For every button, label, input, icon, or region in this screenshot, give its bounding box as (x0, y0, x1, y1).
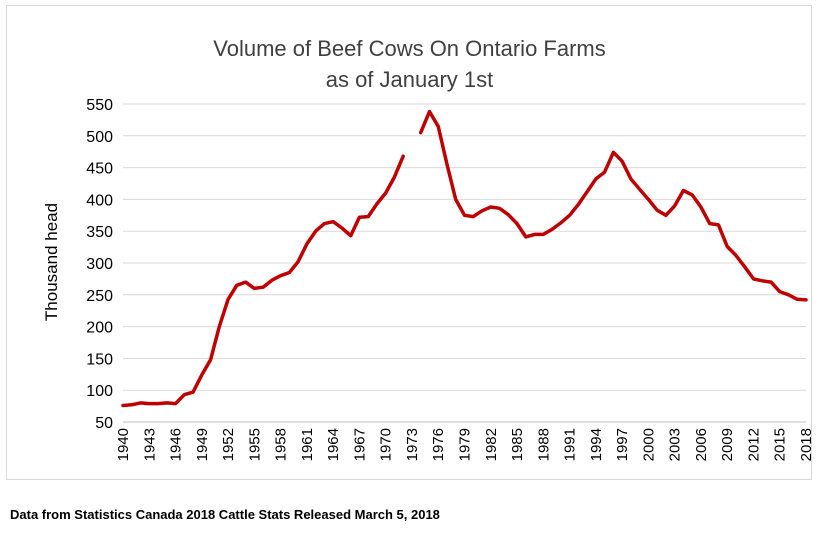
y-tick-label: 350 (86, 224, 113, 241)
x-tick-label: 1997 (614, 428, 631, 461)
x-tick-label: 1958 (273, 428, 290, 461)
y-tick-label: 300 (86, 256, 113, 273)
y-tick-label: 450 (86, 161, 113, 178)
chart-area (6, 5, 812, 480)
y-tick-label: 100 (86, 383, 113, 400)
x-tick-label: 1961 (299, 428, 316, 461)
y-tick-label: 550 (86, 97, 113, 114)
y-tick-label: 250 (86, 288, 113, 305)
x-tick-label: 2003 (667, 428, 684, 461)
y-axis-label: Thousand head (42, 202, 61, 322)
x-tick-label: 1994 (588, 428, 605, 461)
series-line (418, 109, 808, 302)
x-tick-label: 1982 (483, 428, 500, 461)
x-tick-label: 1970 (378, 428, 395, 461)
x-tick-label: 1952 (220, 428, 237, 461)
chart-title-line-1: Volume of Beef Cows On Ontario Farms (213, 36, 606, 61)
x-tick-label: 1940 (115, 428, 132, 461)
x-tick-label: 1964 (325, 428, 342, 461)
x-tick-label: 2015 (772, 428, 789, 461)
x-tick-label: 1979 (457, 428, 474, 461)
y-tick-label: 500 (86, 129, 113, 146)
y-tick-label: 50 (95, 415, 113, 432)
y-tick-label: 150 (86, 351, 113, 368)
x-tick-label: 1955 (246, 428, 263, 461)
x-tick-label: 1967 (351, 428, 368, 461)
y-tick-label: 200 (86, 320, 113, 337)
x-tick-label: 1946 (168, 428, 185, 461)
x-tick-label: 1976 (430, 428, 447, 461)
x-tick-label: 2000 (640, 428, 657, 461)
x-tick-label: 1991 (562, 428, 579, 461)
source-note: Data from Statistics Canada 2018 Cattle … (10, 507, 440, 522)
y-tick-label: 400 (86, 192, 113, 209)
x-tick-label: 1973 (404, 428, 421, 461)
x-tick-label: 2006 (693, 428, 710, 461)
chart-title-line-2: as of January 1st (325, 67, 494, 92)
x-tick-label: 1988 (535, 428, 552, 461)
x-tick-label: 2009 (719, 428, 736, 461)
series-line (121, 154, 405, 408)
x-tick-label: 2018 (798, 428, 815, 461)
x-tick-label: 1985 (509, 428, 526, 461)
x-tick-label: 1943 (141, 428, 158, 461)
x-tick-label: 2012 (745, 428, 762, 461)
x-tick-label: 1949 (194, 428, 211, 461)
